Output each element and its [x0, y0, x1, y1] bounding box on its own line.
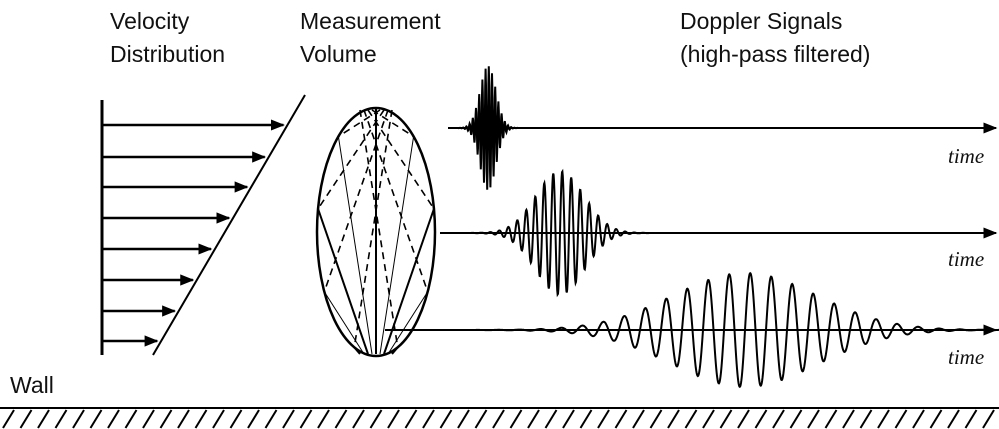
- wall-hatch: [423, 410, 434, 428]
- wall-hatch: [3, 410, 14, 428]
- profile-line: [153, 95, 305, 355]
- wall-hatch: [616, 410, 627, 428]
- wall-hatch: [581, 410, 592, 428]
- wall-hatch: [283, 410, 294, 428]
- wall-hatch: [948, 410, 959, 428]
- heading: Volume: [300, 41, 377, 67]
- wall-hatch: [441, 410, 452, 428]
- wall-hatch: [143, 410, 154, 428]
- wall-hatch: [406, 410, 417, 428]
- page: {"headings": { "velocity_distribution": …: [0, 0, 999, 429]
- wall-label: Wall: [10, 372, 54, 398]
- wall-hatch: [126, 410, 137, 428]
- wall-hatch: [318, 410, 329, 428]
- time-label: time: [948, 345, 984, 369]
- wall-hatch: [896, 410, 907, 428]
- heading: Velocity: [110, 8, 190, 34]
- heading: Doppler Signals: [680, 8, 842, 34]
- wall-hatch: [91, 410, 102, 428]
- diagram: Velocity Distribution Measurement Volume…: [0, 0, 999, 429]
- wall-hatch: [913, 410, 924, 428]
- wall-hatch: [756, 410, 767, 428]
- wall-hatch: [476, 410, 487, 428]
- wall-hatch: [563, 410, 574, 428]
- wall-hatch: [931, 410, 942, 428]
- wall-hatch: [73, 410, 84, 428]
- wall-hatch: [371, 410, 382, 428]
- wall-hatch: [213, 410, 224, 428]
- wall-hatch: [511, 410, 522, 428]
- drawing: [0, 66, 999, 428]
- heading: Distribution: [110, 41, 225, 67]
- wall-hatch: [266, 410, 277, 428]
- wall-hatch: [721, 410, 732, 428]
- wall-hatch: [686, 410, 697, 428]
- wall-hatch: [336, 410, 347, 428]
- wall-hatch: [843, 410, 854, 428]
- wall-hatch: [196, 410, 207, 428]
- wall-hatch: [546, 410, 557, 428]
- wall-hatch: [493, 410, 504, 428]
- ray-dashed: [364, 110, 428, 292]
- wall-hatch: [458, 410, 469, 428]
- wall-hatch: [861, 410, 872, 428]
- wall-hatch: [598, 410, 609, 428]
- wall-hatch: [231, 410, 242, 428]
- heading: Measurement: [300, 8, 441, 34]
- wall-hatch: [808, 410, 819, 428]
- ray-dashed: [324, 110, 388, 292]
- wall-hatch: [248, 410, 259, 428]
- time-label: time: [948, 144, 984, 168]
- wall-hatch: [21, 410, 32, 428]
- wall-hatch: [703, 410, 714, 428]
- wall-hatch: [353, 410, 364, 428]
- wall-hatch: [56, 410, 67, 428]
- wall-hatch: [773, 410, 784, 428]
- wall-hatch: [528, 410, 539, 428]
- wall-hatch: [301, 410, 312, 428]
- wall-hatch: [738, 410, 749, 428]
- time-label: time: [948, 247, 984, 271]
- wall-hatch: [108, 410, 119, 428]
- wall-hatch: [826, 410, 837, 428]
- wall-hatch: [651, 410, 662, 428]
- wall-hatch: [668, 410, 679, 428]
- wall-hatch: [178, 410, 189, 428]
- wall-hatch: [878, 410, 889, 428]
- wall-hatch: [388, 410, 399, 428]
- heading: (high-pass filtered): [680, 41, 870, 67]
- wave-packet: [440, 172, 680, 295]
- wall-hatch: [791, 410, 802, 428]
- wave-packet: [448, 66, 528, 189]
- wall-hatch: [161, 410, 172, 428]
- wall-hatch: [983, 410, 994, 428]
- wall-hatch: [966, 410, 977, 428]
- wall-hatch: [38, 410, 49, 428]
- wall-hatch: [633, 410, 644, 428]
